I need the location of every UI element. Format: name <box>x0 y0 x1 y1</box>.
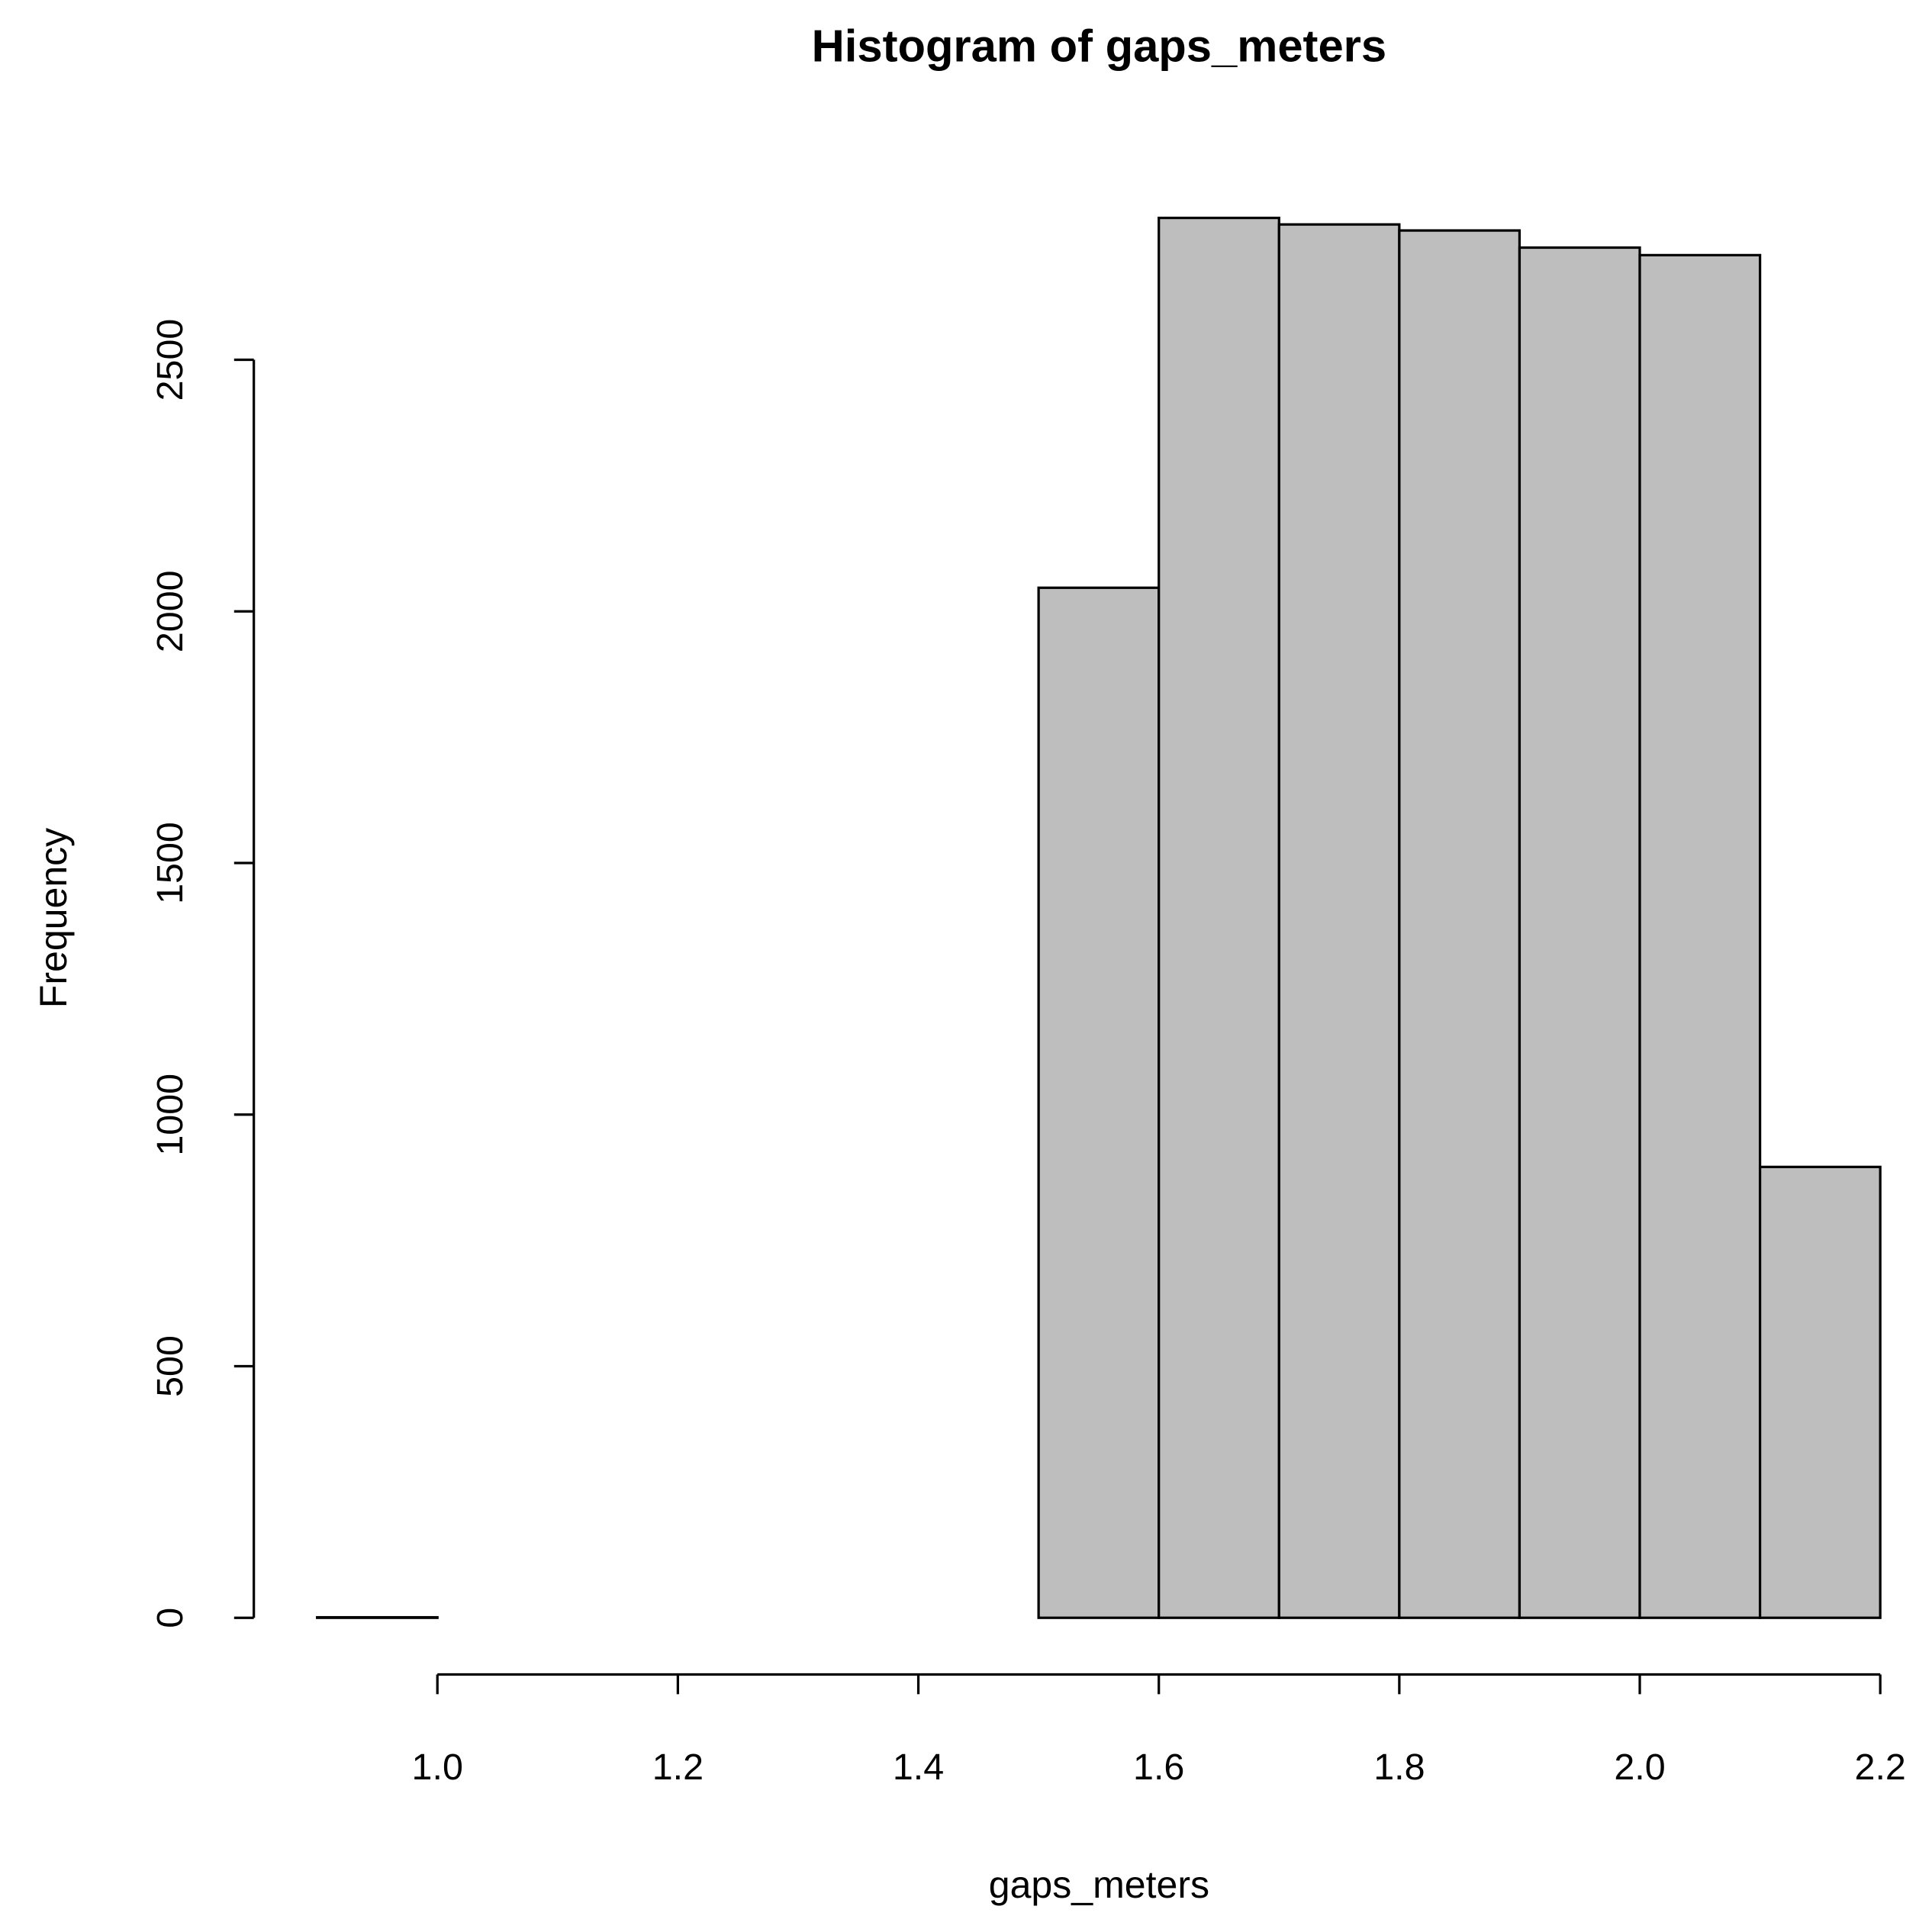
y-tick-label: 1500 <box>150 822 191 904</box>
bar <box>1758 1165 1882 1619</box>
bar <box>1398 229 1521 1619</box>
bar <box>1518 246 1641 1619</box>
y-tick-label: 0 <box>150 1608 191 1628</box>
y-tick-label: 2500 <box>150 319 191 401</box>
y-tick-label: 1000 <box>150 1074 191 1156</box>
x-axis-title: gaps_meters <box>989 1863 1209 1906</box>
bar <box>1277 223 1401 1619</box>
x-tick-label: 1.4 <box>893 1747 944 1788</box>
x-tick-label: 1.6 <box>1133 1747 1184 1788</box>
x-tick-label: 1.0 <box>412 1747 463 1788</box>
bar <box>1638 253 1762 1619</box>
bar <box>1158 216 1280 1619</box>
chart-title: Histogram of gaps_meters <box>812 21 1387 72</box>
y-tick-label: 500 <box>150 1335 191 1397</box>
x-tick-label: 2.2 <box>1855 1747 1906 1788</box>
x-tick-label: 2.0 <box>1614 1747 1665 1788</box>
bar <box>1037 586 1161 1619</box>
y-axis-title: Frequency <box>32 828 75 1008</box>
y-tick-label: 2000 <box>150 570 191 652</box>
x-tick-label: 1.2 <box>652 1747 704 1788</box>
x-tick-label: 1.8 <box>1373 1747 1425 1788</box>
